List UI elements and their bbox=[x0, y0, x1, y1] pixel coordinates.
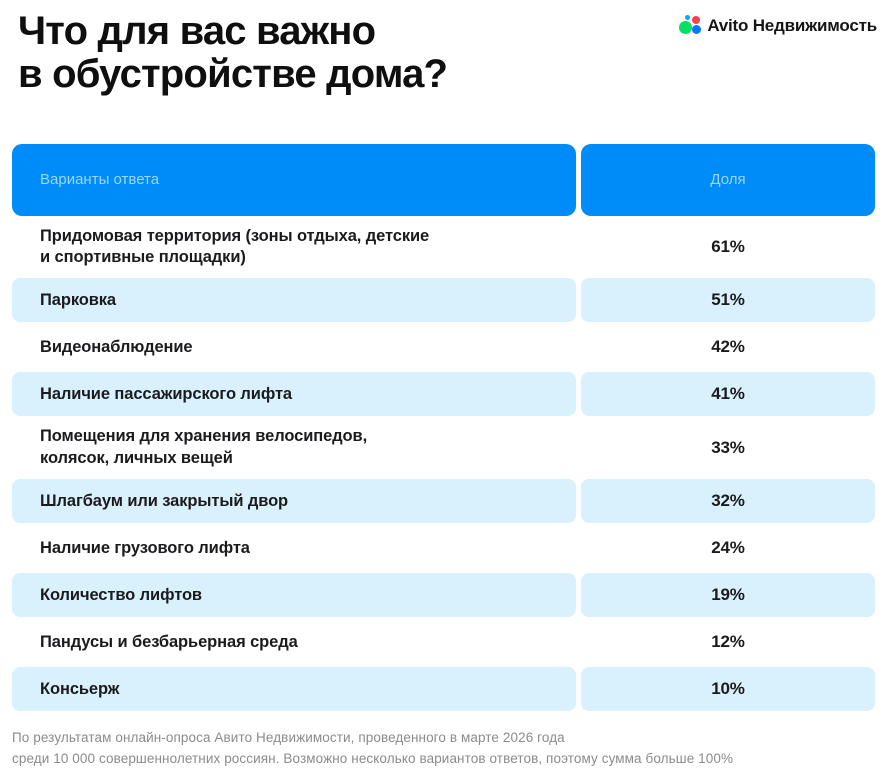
table-header-row: Варианты ответа Доля bbox=[12, 143, 875, 216]
row-value: 24% bbox=[711, 538, 745, 558]
row-label: Шлагбаум или закрытый двор bbox=[12, 479, 576, 524]
table-row: Пандусы и безбарьерная среда 12% bbox=[12, 620, 875, 664]
row-value: 41% bbox=[581, 372, 875, 417]
row-value: 10% bbox=[581, 667, 875, 712]
row-label: Парковка bbox=[12, 278, 576, 323]
table-row: Придомовая территория (зоны отдыха, детс… bbox=[12, 219, 875, 276]
table-row: Наличие грузового лифта 24% bbox=[12, 526, 875, 570]
table-body: Придомовая территория (зоны отдыха, детс… bbox=[12, 219, 875, 712]
row-label: Пандусы и безбарьерная среда bbox=[40, 632, 298, 651]
row-label: Видеонаблюдение bbox=[40, 337, 193, 356]
page-title: Что для вас важно в обустройстве дома? bbox=[18, 9, 448, 96]
column-header-answers: Варианты ответа bbox=[12, 143, 576, 216]
header-section: Что для вас важно в обустройстве дома? A… bbox=[0, 0, 887, 96]
row-label: Консьерж bbox=[12, 667, 576, 712]
row-label: Количество лифтов bbox=[12, 573, 576, 618]
row-value: 51% bbox=[581, 278, 875, 323]
table-row: Парковка 51% bbox=[12, 278, 875, 323]
row-value: 19% bbox=[581, 573, 875, 618]
row-value: 12% bbox=[711, 632, 745, 652]
row-label: Придомовая территория (зоны отдыха, детс… bbox=[40, 226, 430, 267]
table-row: Количество лифтов 19% bbox=[12, 573, 875, 618]
survey-table: Варианты ответа Доля Придомовая территор… bbox=[12, 143, 875, 712]
row-label: Помещения для хранения велосипедов, коля… bbox=[40, 427, 368, 467]
source-note: По результатам онлайн-опроса Авито Недви… bbox=[12, 730, 734, 766]
row-value: 61% bbox=[711, 237, 745, 257]
row-value: 42% bbox=[711, 337, 745, 357]
table-row: Наличие пассажирского лифта 41% bbox=[12, 372, 875, 417]
table-row: Шлагбаум или закрытый двор 32% bbox=[12, 479, 875, 524]
table-row: Видеонаблюдение 42% bbox=[12, 325, 875, 369]
row-label: Наличие пассажирского лифта bbox=[12, 372, 576, 417]
column-header-share: Доля bbox=[581, 143, 875, 216]
brand-name: Avito Недвижимость bbox=[707, 15, 877, 35]
table-row: Помещения для хранения велосипедов, коля… bbox=[12, 419, 875, 476]
brand-logo: Avito Недвижимость bbox=[679, 14, 877, 37]
row-label: Наличие грузового лифта bbox=[40, 538, 250, 557]
table-row: Консьерж 10% bbox=[12, 667, 875, 712]
row-value: 33% bbox=[711, 437, 745, 457]
row-value: 32% bbox=[581, 479, 875, 524]
avito-logo-icon bbox=[679, 14, 702, 37]
